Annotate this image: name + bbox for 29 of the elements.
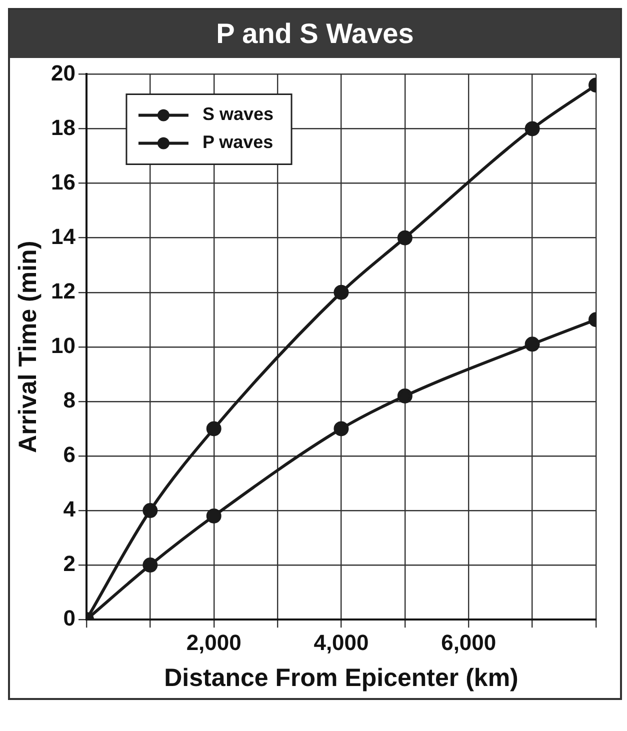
point <box>397 230 412 246</box>
y-tick-label: 12 <box>50 278 76 304</box>
x-tick-label: 6,000 <box>441 630 496 655</box>
y-tick-label: 14 <box>50 224 76 249</box>
y-tick-label: 8 <box>63 388 76 413</box>
y-axis-title: Arrival Time (min) <box>14 240 42 453</box>
point <box>334 421 349 436</box>
chart-title: P and S Waves <box>10 10 620 58</box>
legend-label: S waves <box>202 104 274 124</box>
x-tick-label: 4,000 <box>314 630 369 655</box>
y-tick-label: 4 <box>63 496 76 522</box>
y-tick-label: 2 <box>63 551 76 576</box>
point <box>524 121 540 136</box>
point <box>206 421 222 436</box>
y-tick-label: 10 <box>50 332 76 358</box>
point <box>142 503 158 518</box>
x-tick-label: 2,000 <box>186 630 242 655</box>
point <box>397 388 412 404</box>
legend-label: P waves <box>202 132 274 152</box>
point <box>334 284 349 300</box>
point <box>206 508 222 524</box>
y-tick-label: 0 <box>63 606 76 631</box>
y-tick-label: 20 <box>50 60 76 86</box>
point <box>142 558 158 573</box>
point <box>524 336 540 352</box>
y-tick-label: 6 <box>63 442 76 468</box>
x-axis-title: Distance From Epicenter (km) <box>164 664 518 692</box>
y-tick-label: 16 <box>50 169 76 194</box>
y-tick-label: 18 <box>50 114 76 140</box>
